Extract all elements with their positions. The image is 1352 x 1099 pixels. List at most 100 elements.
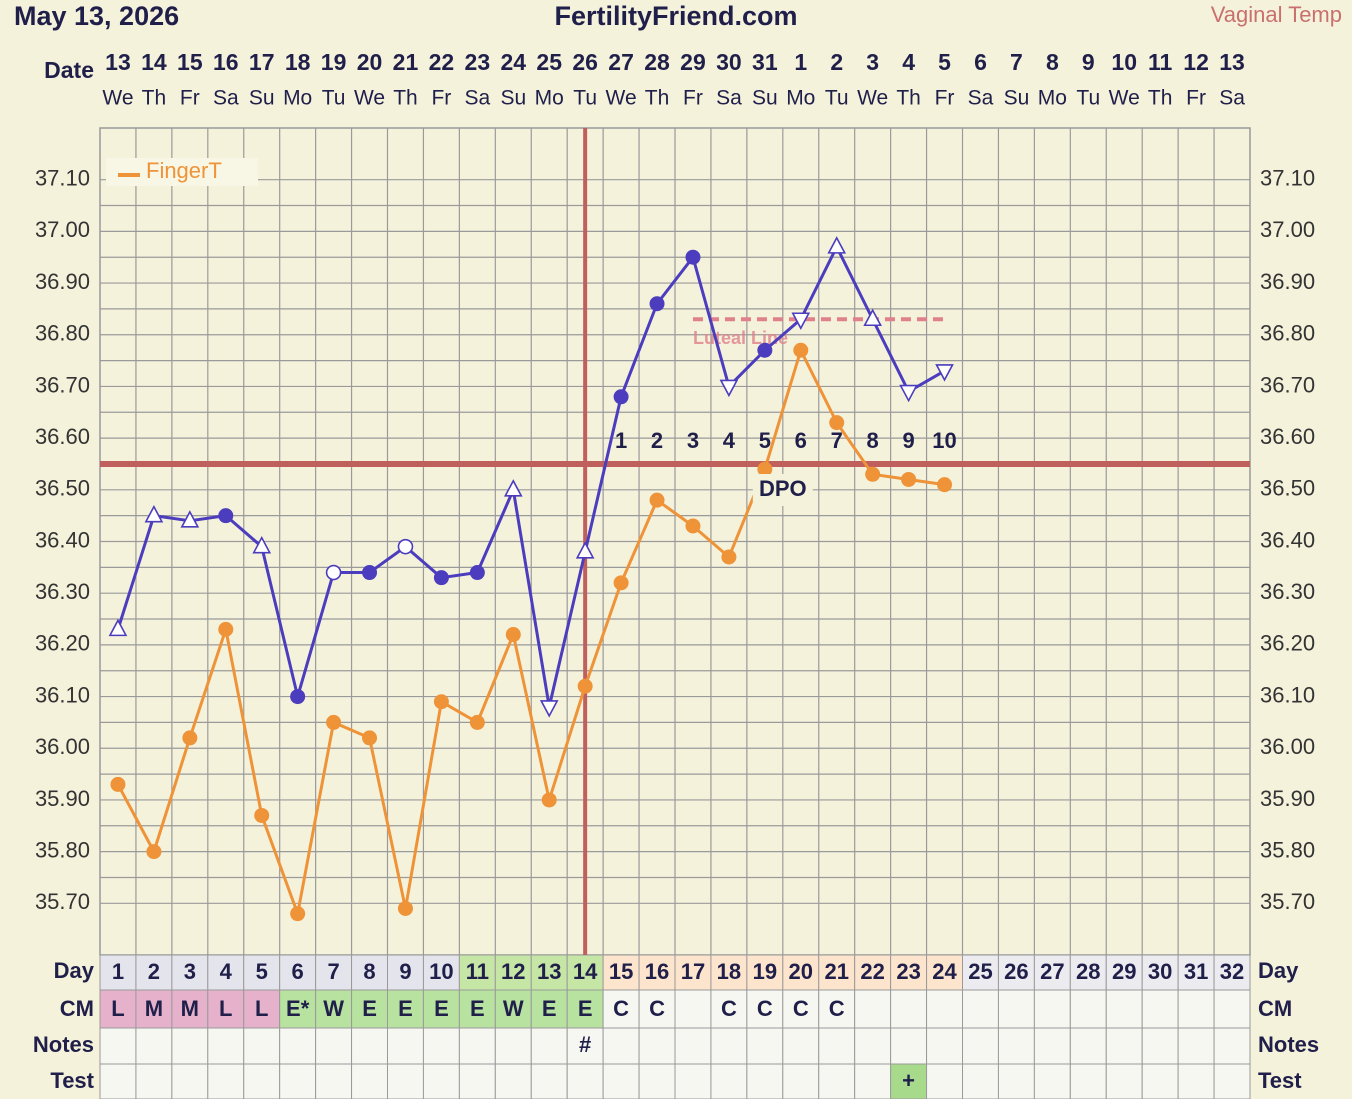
y-tick-label: 36.70: [1260, 372, 1315, 397]
weekday-label: Th: [645, 87, 670, 110]
test-cell: [638, 1063, 676, 1099]
cm-cell: [1105, 989, 1143, 1029]
weekday-label: Fr: [683, 87, 703, 110]
day-cell: [1069, 954, 1107, 991]
cm-cell: [746, 989, 784, 1029]
cycle-day: 24: [932, 959, 957, 984]
notes-cell: [494, 1027, 532, 1065]
marker: [469, 565, 485, 581]
cm-cell: [1213, 989, 1251, 1029]
date-label: 10: [1111, 49, 1137, 75]
test-cell: [1177, 1063, 1215, 1099]
cm-cell: [926, 989, 963, 1029]
date-label: 30: [716, 49, 742, 75]
date-label: 3: [866, 49, 879, 75]
notes-cell: [854, 1027, 892, 1065]
notes-cell: [674, 1027, 712, 1065]
marker: [719, 379, 739, 398]
weekday-label: We: [857, 87, 888, 110]
day-cell: [1177, 954, 1215, 991]
cm-cell: [1033, 989, 1071, 1029]
weekday-label: Th: [896, 87, 921, 110]
cycle-day: 3: [184, 959, 196, 984]
marker: [613, 389, 629, 405]
cycle-day: 12: [501, 959, 525, 984]
marker: [937, 477, 953, 493]
y-tick-label: 36.30: [35, 579, 90, 604]
dpo-number: 8: [867, 428, 879, 453]
date-label: 15: [177, 49, 203, 75]
date-label: 1: [794, 49, 807, 75]
weekday-label: We: [606, 87, 637, 110]
test-cell: [854, 1063, 892, 1099]
cm-label: C: [829, 996, 845, 1021]
row-label: Date: [44, 57, 94, 83]
test-cell: [1105, 1063, 1143, 1099]
y-tick-label: 36.40: [1260, 527, 1315, 552]
cycle-day: 1: [112, 959, 124, 984]
cm-label: C: [757, 996, 773, 1021]
cycle-day: 25: [968, 959, 992, 984]
cm-cell: [854, 989, 892, 1029]
dpo-number: 9: [902, 428, 914, 453]
test-cell: [602, 1063, 640, 1099]
y-tick-label: 36.10: [35, 682, 90, 707]
weekday-label: Su: [249, 87, 275, 110]
y-tick-label: 37.10: [35, 166, 90, 191]
chart-date: May 13, 2026: [14, 1, 179, 31]
marker: [649, 492, 665, 508]
marker: [325, 564, 342, 581]
weekday-label: Th: [393, 87, 418, 110]
day-cell: [782, 954, 820, 991]
day-cell: [1141, 954, 1179, 991]
test-cell: [710, 1063, 748, 1099]
marker: [793, 342, 809, 358]
cycle-day: 9: [399, 959, 411, 984]
dpo-number: 2: [651, 428, 663, 453]
marker: [791, 312, 811, 330]
marker: [254, 807, 270, 823]
notes-cell: [1033, 1027, 1071, 1065]
cycle-day: 23: [896, 959, 920, 984]
test-cell: [674, 1063, 712, 1099]
cm-cell: [890, 989, 928, 1029]
cm-label: E: [470, 996, 485, 1021]
marker: [326, 714, 342, 730]
weekday-label: Sa: [465, 87, 491, 110]
notes-cell: [710, 1027, 748, 1065]
test-cell: [171, 1063, 209, 1099]
y-tick-label: 37.00: [1260, 217, 1315, 242]
weekday-label: Mo: [1038, 87, 1067, 110]
day-cell: [746, 954, 784, 991]
cycle-day: 27: [1040, 959, 1064, 984]
day-cell: [854, 954, 892, 991]
y-tick-label: 36.80: [1260, 321, 1315, 346]
date-label: 22: [429, 49, 455, 75]
cm-label: M: [181, 996, 199, 1021]
cycle-day: 7: [327, 959, 339, 984]
cycle-day: 20: [789, 959, 813, 984]
weekday-label: Sa: [968, 87, 994, 110]
test-cell: [926, 1063, 963, 1099]
test-cell: [207, 1063, 245, 1099]
cm-label: L: [255, 996, 268, 1021]
cm-label: C: [721, 996, 737, 1021]
cm-cell: [997, 989, 1035, 1029]
notes-cell: [351, 1027, 388, 1065]
day-cell: [99, 954, 137, 991]
marker: [901, 471, 917, 487]
marker: [829, 415, 845, 431]
weekday-label: Th: [1148, 87, 1173, 110]
date-label: 25: [536, 49, 562, 75]
row-label: Day: [1258, 958, 1299, 983]
cm-label: C: [649, 996, 665, 1021]
y-tick-label: 36.60: [35, 424, 90, 449]
row-label: Notes: [33, 1032, 94, 1057]
row-label: CM: [1258, 996, 1292, 1021]
cycle-day: 5: [256, 959, 268, 984]
cm-cell: [638, 989, 676, 1029]
weekday-label: Mo: [786, 87, 815, 110]
y-tick-label: 35.90: [1260, 786, 1315, 811]
cm-cell: [674, 989, 712, 1029]
test-cell: [566, 1063, 604, 1099]
